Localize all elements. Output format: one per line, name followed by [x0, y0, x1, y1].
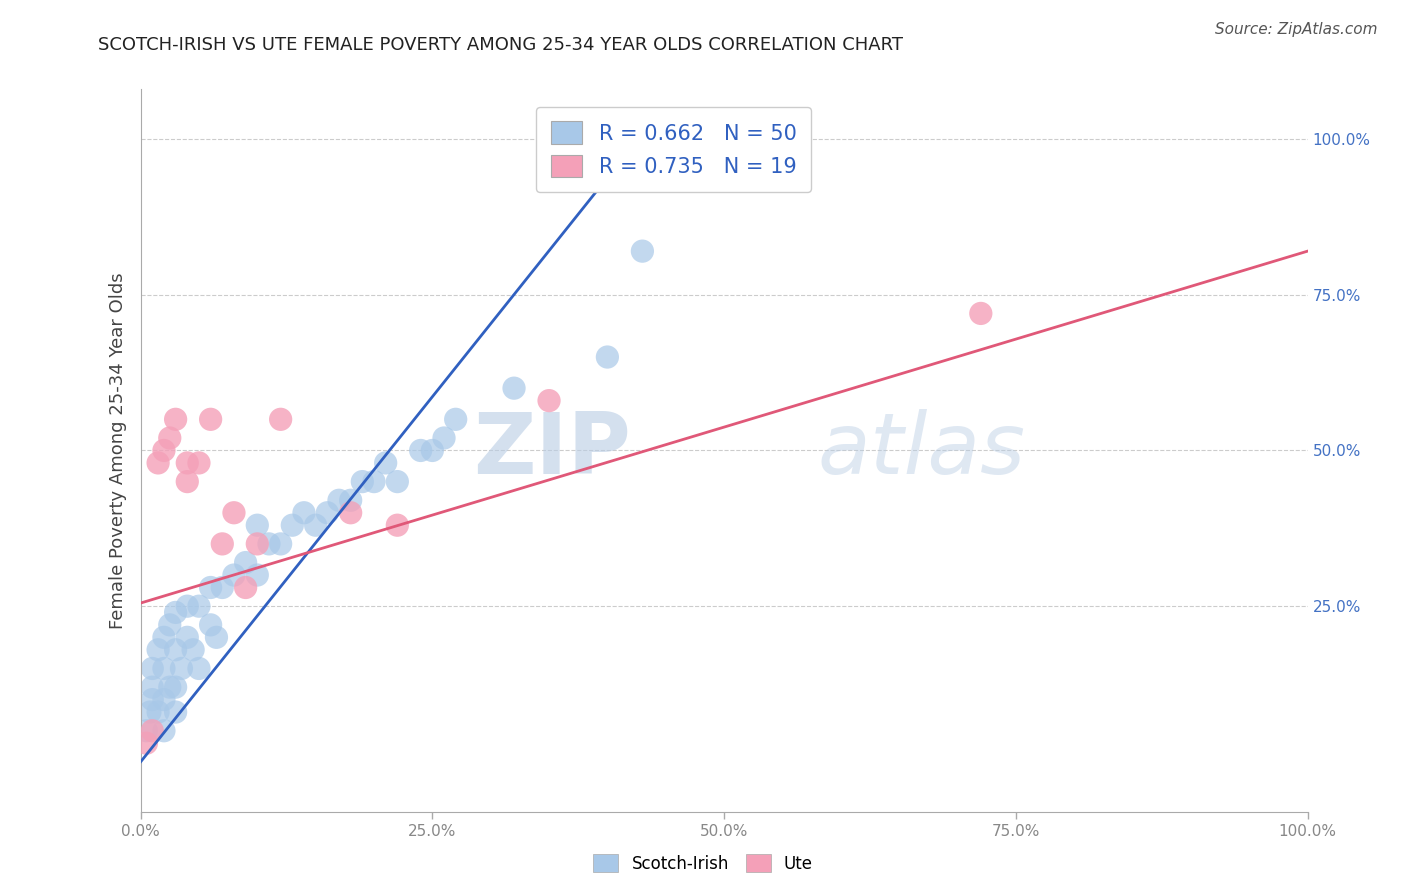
- Point: [176, 475, 198, 489]
- Point: [316, 506, 339, 520]
- Text: atlas: atlas: [817, 409, 1025, 492]
- Point: [165, 642, 187, 657]
- Point: [246, 518, 269, 533]
- Point: [153, 692, 176, 706]
- Point: [188, 661, 211, 675]
- Point: [153, 661, 176, 675]
- Point: [165, 680, 187, 694]
- Point: [352, 475, 374, 489]
- Point: [281, 518, 304, 533]
- Point: [374, 456, 396, 470]
- Point: [970, 306, 993, 320]
- Point: [159, 680, 181, 694]
- Point: [387, 518, 409, 533]
- Point: [200, 618, 222, 632]
- Point: [257, 537, 280, 551]
- Legend: Scotch-Irish, Ute: Scotch-Irish, Ute: [586, 847, 820, 880]
- Point: [205, 630, 228, 644]
- Text: Source: ZipAtlas.com: Source: ZipAtlas.com: [1215, 22, 1378, 37]
- Point: [222, 506, 245, 520]
- Point: [176, 599, 198, 614]
- Point: [305, 518, 328, 533]
- Point: [211, 581, 233, 595]
- Text: SCOTCH-IRISH VS UTE FEMALE POVERTY AMONG 25-34 YEAR OLDS CORRELATION CHART: SCOTCH-IRISH VS UTE FEMALE POVERTY AMONG…: [98, 36, 904, 54]
- Point: [363, 475, 385, 489]
- Point: [200, 412, 222, 426]
- Point: [409, 443, 432, 458]
- Point: [146, 705, 169, 719]
- Point: [422, 443, 444, 458]
- Point: [235, 556, 257, 570]
- Point: [153, 443, 176, 458]
- Point: [270, 412, 292, 426]
- Point: [135, 736, 157, 750]
- Point: [141, 680, 163, 694]
- Point: [153, 723, 176, 738]
- Point: [188, 456, 211, 470]
- Point: [165, 705, 187, 719]
- Point: [141, 692, 163, 706]
- Point: [165, 606, 187, 620]
- Point: [222, 568, 245, 582]
- Point: [631, 244, 654, 259]
- Point: [292, 506, 315, 520]
- Point: [246, 537, 269, 551]
- Point: [200, 581, 222, 595]
- Point: [165, 412, 187, 426]
- Point: [159, 618, 181, 632]
- Point: [235, 581, 257, 595]
- Point: [537, 393, 560, 408]
- Point: [146, 456, 169, 470]
- Point: [170, 661, 193, 675]
- Point: [135, 723, 157, 738]
- Point: [181, 642, 204, 657]
- Point: [141, 661, 163, 675]
- Point: [139, 705, 162, 719]
- Point: [503, 381, 526, 395]
- Point: [211, 537, 233, 551]
- Y-axis label: Female Poverty Among 25-34 Year Olds: Female Poverty Among 25-34 Year Olds: [108, 272, 127, 629]
- Point: [159, 431, 181, 445]
- Point: [339, 493, 361, 508]
- Text: ZIP: ZIP: [472, 409, 631, 492]
- Point: [444, 412, 467, 426]
- Point: [433, 431, 456, 445]
- Legend: R = 0.662   N = 50, R = 0.735   N = 19: R = 0.662 N = 50, R = 0.735 N = 19: [536, 107, 811, 192]
- Point: [176, 456, 198, 470]
- Point: [328, 493, 350, 508]
- Point: [246, 568, 269, 582]
- Point: [270, 537, 292, 551]
- Point: [153, 630, 176, 644]
- Point: [146, 642, 169, 657]
- Point: [339, 506, 361, 520]
- Point: [141, 723, 163, 738]
- Point: [596, 350, 619, 364]
- Point: [387, 475, 409, 489]
- Point: [176, 630, 198, 644]
- Point: [188, 599, 211, 614]
